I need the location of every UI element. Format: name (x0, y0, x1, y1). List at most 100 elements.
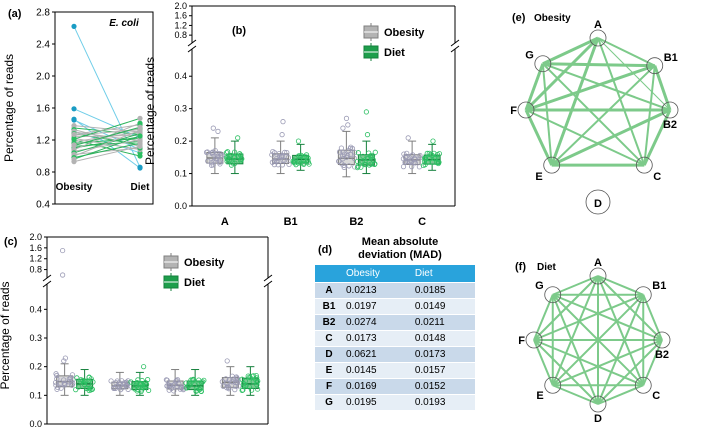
network-node (589, 395, 607, 413)
y-tick-label-upper: 1.2 (29, 254, 42, 264)
data-point (285, 155, 291, 161)
legend-label-obesity: Obesity (384, 27, 425, 39)
diet-value: 0.0149 (411, 298, 475, 315)
data-point (172, 381, 178, 387)
y-tick-label-lower: 0.4 (174, 71, 187, 81)
data-point (362, 161, 368, 168)
data-point (133, 382, 139, 388)
outlier-point (364, 132, 371, 138)
network-edge (542, 36, 599, 66)
axis-break-mark (450, 45, 460, 53)
data-point (163, 377, 169, 383)
network-edge (525, 109, 645, 167)
outlier-point (61, 358, 67, 364)
data-point (336, 149, 343, 155)
data-point (345, 148, 352, 154)
network-edge (552, 294, 644, 386)
data-point (125, 386, 131, 392)
network-node-label: F (510, 105, 517, 117)
data-point (272, 150, 278, 156)
data-point (239, 376, 245, 382)
pair-line (73, 136, 141, 149)
data-point (231, 149, 238, 155)
data-point (210, 162, 216, 168)
data-point (112, 385, 119, 391)
outlier-point (363, 109, 369, 115)
legend-label-diet: Diet (384, 47, 405, 59)
panel-d-label: (d) (318, 244, 333, 256)
pair-line (73, 135, 141, 160)
panel-f-label: (f) (515, 261, 526, 273)
outlier-point (141, 364, 147, 370)
mad-header-blank (315, 265, 343, 283)
data-point (108, 378, 114, 384)
outlier-point (295, 138, 302, 144)
y-tick-label-upper: 2.0 (174, 1, 187, 11)
network-node-label: F (518, 335, 525, 347)
diet-value: 0.0157 (411, 362, 475, 379)
data-point (239, 387, 245, 393)
row-label: F (315, 378, 343, 395)
data-point (166, 382, 172, 388)
data-point (86, 374, 92, 380)
data-point (346, 163, 352, 169)
network-node-label: G (525, 50, 534, 62)
network-node (534, 55, 552, 73)
pair-line (73, 108, 141, 139)
y-tick-label-lower: 0.2 (29, 362, 42, 372)
plot-frame-a (54, 11, 154, 205)
network-edge (524, 36, 600, 112)
mad-header-diet: Diet (411, 265, 475, 283)
data-point (224, 154, 231, 160)
data-point (225, 156, 231, 162)
y-tick-label-a: 2.8 (36, 8, 50, 19)
network-edge (525, 64, 656, 112)
data-point (183, 380, 189, 386)
diet-point (137, 124, 143, 130)
data-point (192, 382, 198, 388)
mad-table: Obesity Diet A 0.0213 0.0185 B1 0.0197 0.014… (315, 265, 475, 410)
outlier-point (343, 115, 350, 122)
axis-break-mark (450, 39, 460, 47)
outlier-point (60, 272, 66, 278)
y-tick-label-a: 1.2 (36, 136, 50, 147)
panel-b-label: (b) (232, 25, 246, 37)
diet-value: 0.0211 (411, 314, 475, 331)
data-point (233, 374, 240, 380)
data-point (279, 162, 285, 168)
data-point (218, 153, 224, 159)
x-tick-label-b: B2 (349, 216, 363, 228)
table-row: A 0.0213 0.0185 (315, 282, 475, 299)
x-tick-label-a: Diet (131, 182, 151, 193)
network-title-e: Obesity (534, 13, 571, 24)
pair-line (73, 126, 141, 147)
data-point (355, 150, 361, 156)
network-node-label: D (594, 198, 602, 210)
data-point (341, 162, 347, 168)
network-node (543, 156, 561, 174)
data-point (405, 158, 411, 165)
data-point (66, 379, 72, 385)
obesity-point (71, 136, 77, 142)
y-tick-label-a: 2.0 (36, 72, 50, 83)
diet-value: 0.0185 (411, 282, 475, 299)
y-tick-label-lower: 0.1 (29, 390, 42, 400)
diet-value: 0.0152 (411, 378, 475, 395)
diet-value: 0.0173 (411, 346, 475, 363)
data-point (296, 153, 302, 159)
data-point (371, 161, 378, 168)
outlier-point (210, 125, 216, 131)
data-point (253, 372, 259, 379)
network-title-f: Diet (537, 262, 557, 273)
data-point (306, 161, 312, 167)
data-point (358, 164, 364, 170)
data-point (217, 159, 224, 165)
row-label: D (315, 346, 343, 363)
network-node (634, 376, 652, 394)
row-label: G (315, 394, 343, 410)
data-point (209, 151, 216, 157)
data-point (74, 375, 80, 381)
outlier-point (60, 247, 66, 254)
data-point (233, 380, 239, 386)
